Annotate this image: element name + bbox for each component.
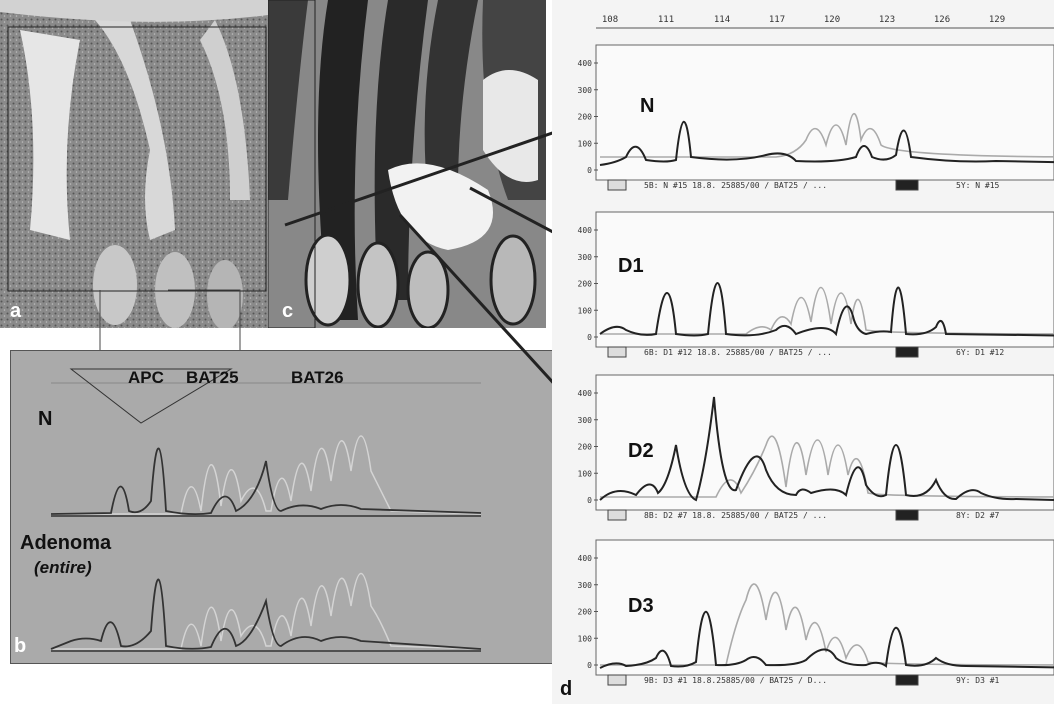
trace-label-d2: D2	[628, 440, 654, 462]
panel-b-traces	[11, 351, 552, 663]
trace-dark	[599, 396, 1054, 502]
y-tick: 300	[578, 86, 593, 95]
panel-b-label: b	[14, 635, 27, 657]
trace-footer-left: 5B: N #15 18.8. 25885/00 / BAT25 / ...	[644, 181, 827, 190]
trace-footer-right: 6Y: D1 #12	[956, 348, 1004, 357]
y-tick: 300	[578, 253, 593, 262]
x-axis-ticks: 108 111 114 117 120 123 126 129	[596, 15, 1054, 29]
trace-footer-left: 8B: D2 #7 18.8. 25885/00 / BAT25 / ...	[644, 511, 827, 520]
trace-footer-left: 9B: D3 #1 18.8.25885/00 / BAT25 / D...	[644, 676, 827, 685]
dye-icon	[895, 509, 919, 521]
y-tick: 300	[578, 581, 593, 590]
trace-light	[600, 112, 1054, 158]
trace-light	[600, 583, 1054, 666]
x-tick: 123	[879, 15, 895, 25]
y-tick: 0	[587, 333, 592, 342]
y-tick: 200	[578, 113, 593, 122]
panel-c-histology	[268, 0, 546, 328]
y-tick: 200	[578, 280, 593, 289]
marker-bat26: BAT26	[291, 368, 344, 387]
trace-dark	[599, 120, 1054, 166]
x-tick: 129	[989, 15, 1005, 25]
trace-footer-left: 6B: D1 #12 18.8. 25885/00 / BAT25 / ...	[644, 348, 832, 357]
trace-dark	[599, 282, 1054, 337]
trace-dark	[599, 610, 1054, 669]
y-tick: 400	[578, 226, 593, 235]
panel-b-sample-adenoma: Adenoma	[20, 532, 112, 554]
x-tick: 111	[658, 15, 674, 25]
trace-footer-right: 5Y: N #15	[956, 181, 1000, 190]
trace-footer-right: 8Y: D2 #7	[956, 511, 1000, 520]
dye-icon	[895, 179, 919, 191]
y-tick: 200	[578, 443, 593, 452]
y-tick: 100	[578, 634, 593, 643]
y-tick: 100	[578, 306, 593, 315]
y-tick: 100	[578, 469, 593, 478]
x-tick: 108	[602, 15, 618, 25]
x-tick: 117	[769, 15, 785, 25]
trace-footer-right: 9Y: D3 #1	[956, 676, 1000, 685]
y-tick: 0	[587, 661, 592, 670]
panel-a-label: a	[10, 300, 22, 322]
panel-c-label: c	[282, 300, 294, 322]
y-tick: 400	[578, 389, 593, 398]
x-tick: 126	[934, 15, 950, 25]
y-tick: 0	[587, 166, 592, 175]
panel-b-sample-adenoma-note: (entire)	[34, 558, 92, 577]
y-tick: 200	[578, 608, 593, 617]
y-tick: 0	[587, 496, 592, 505]
y-tick: 300	[578, 416, 593, 425]
x-tick: 120	[824, 15, 840, 25]
dye-icon	[607, 346, 627, 358]
dye-icon	[607, 509, 627, 521]
y-tick: 100	[578, 139, 593, 148]
trace-label-d1: D1	[618, 255, 644, 277]
trace-frame	[595, 44, 1054, 181]
panel-d-label: d	[560, 678, 573, 700]
marker-bat25: BAT25	[186, 368, 239, 387]
panel-b-electropherogram	[10, 350, 553, 664]
panel-d-chart: 108 111 114 117 120 123 126 129 400 300 20…	[552, 0, 1054, 704]
y-tick: 400	[578, 59, 593, 68]
panel-b-sample-normal: N	[38, 408, 53, 430]
dye-icon	[895, 674, 919, 686]
trace-frame	[595, 374, 1054, 511]
x-tick: 114	[714, 15, 730, 25]
y-tick: 400	[578, 554, 593, 563]
histology-image-c	[268, 0, 546, 328]
dye-icon	[607, 674, 627, 686]
trace-label-d3: D3	[628, 595, 654, 617]
trace-frame	[595, 539, 1054, 676]
trace-frame	[595, 211, 1054, 348]
trace-light	[600, 435, 1054, 498]
dye-icon	[607, 179, 627, 191]
marker-apc: APC	[128, 368, 164, 387]
histology-image-a	[0, 0, 268, 328]
dye-icon	[895, 346, 919, 358]
trace-label-n: N	[640, 95, 655, 117]
panel-d-electropherograms: 108 111 114 117 120 123 126 129 400 300 20…	[552, 0, 1054, 704]
panel-a-histology	[0, 0, 268, 328]
